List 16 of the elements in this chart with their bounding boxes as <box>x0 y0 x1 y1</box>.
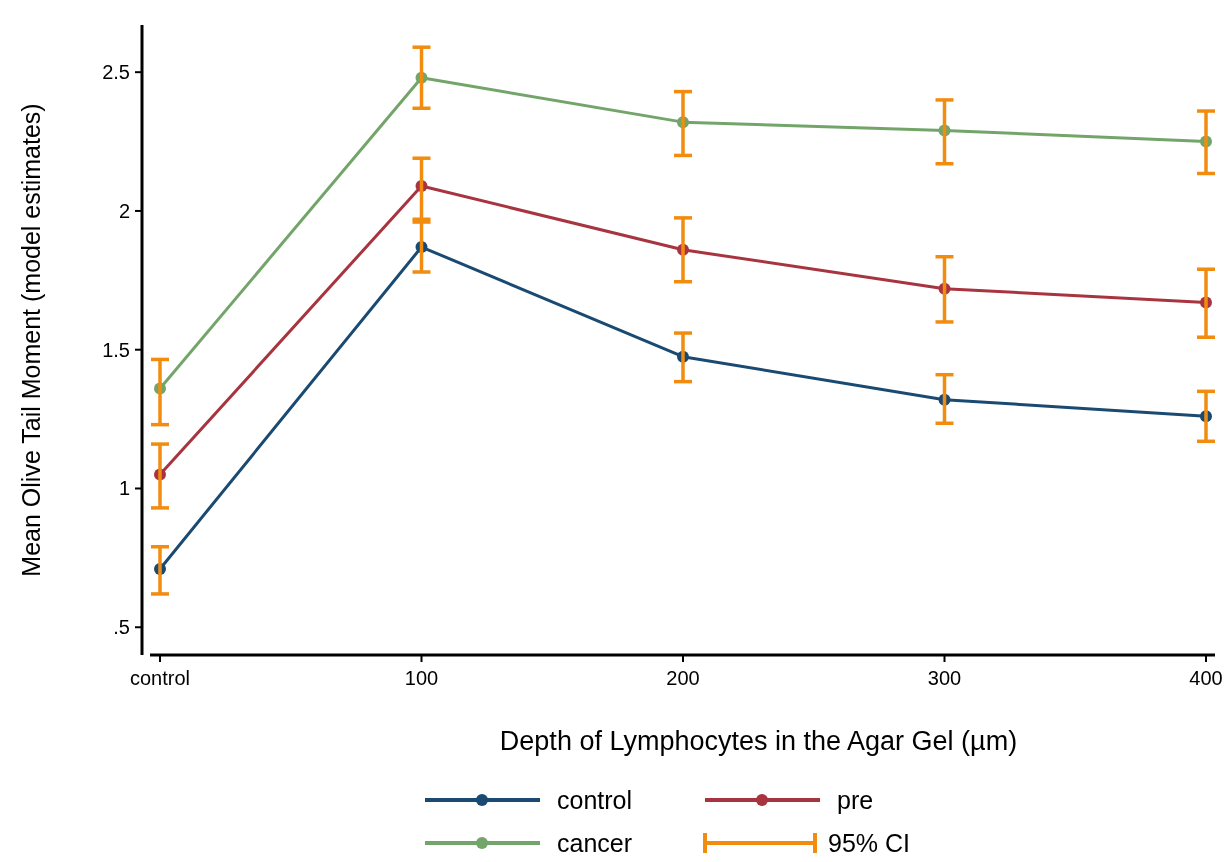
x-tick-label: 100 <box>404 667 439 689</box>
x-tick-label: 200 <box>666 667 700 689</box>
text: 95% CI <box>828 828 910 857</box>
y-tick-label: 1.5 <box>102 338 130 361</box>
y-tick-label: 1 <box>118 477 130 500</box>
y-tick-label: 2 <box>118 199 130 222</box>
y-tick-label: .5 <box>113 616 130 639</box>
legend-label: pre <box>837 785 874 814</box>
x-tick-label: 400 <box>1189 667 1223 689</box>
x-tick-label: control <box>129 667 191 689</box>
y-axis-title: Mean Olive Tail Moment (model estimates) <box>17 103 45 577</box>
x-tick-label: 300 <box>927 667 962 689</box>
x-axis-title: Depth of Lymphocytes in the Agar Gel (µm) <box>499 726 1018 756</box>
legend-label: control <box>557 785 633 814</box>
legend-label: cancer <box>557 828 633 857</box>
y-tick-label: 2.5 <box>102 61 130 84</box>
